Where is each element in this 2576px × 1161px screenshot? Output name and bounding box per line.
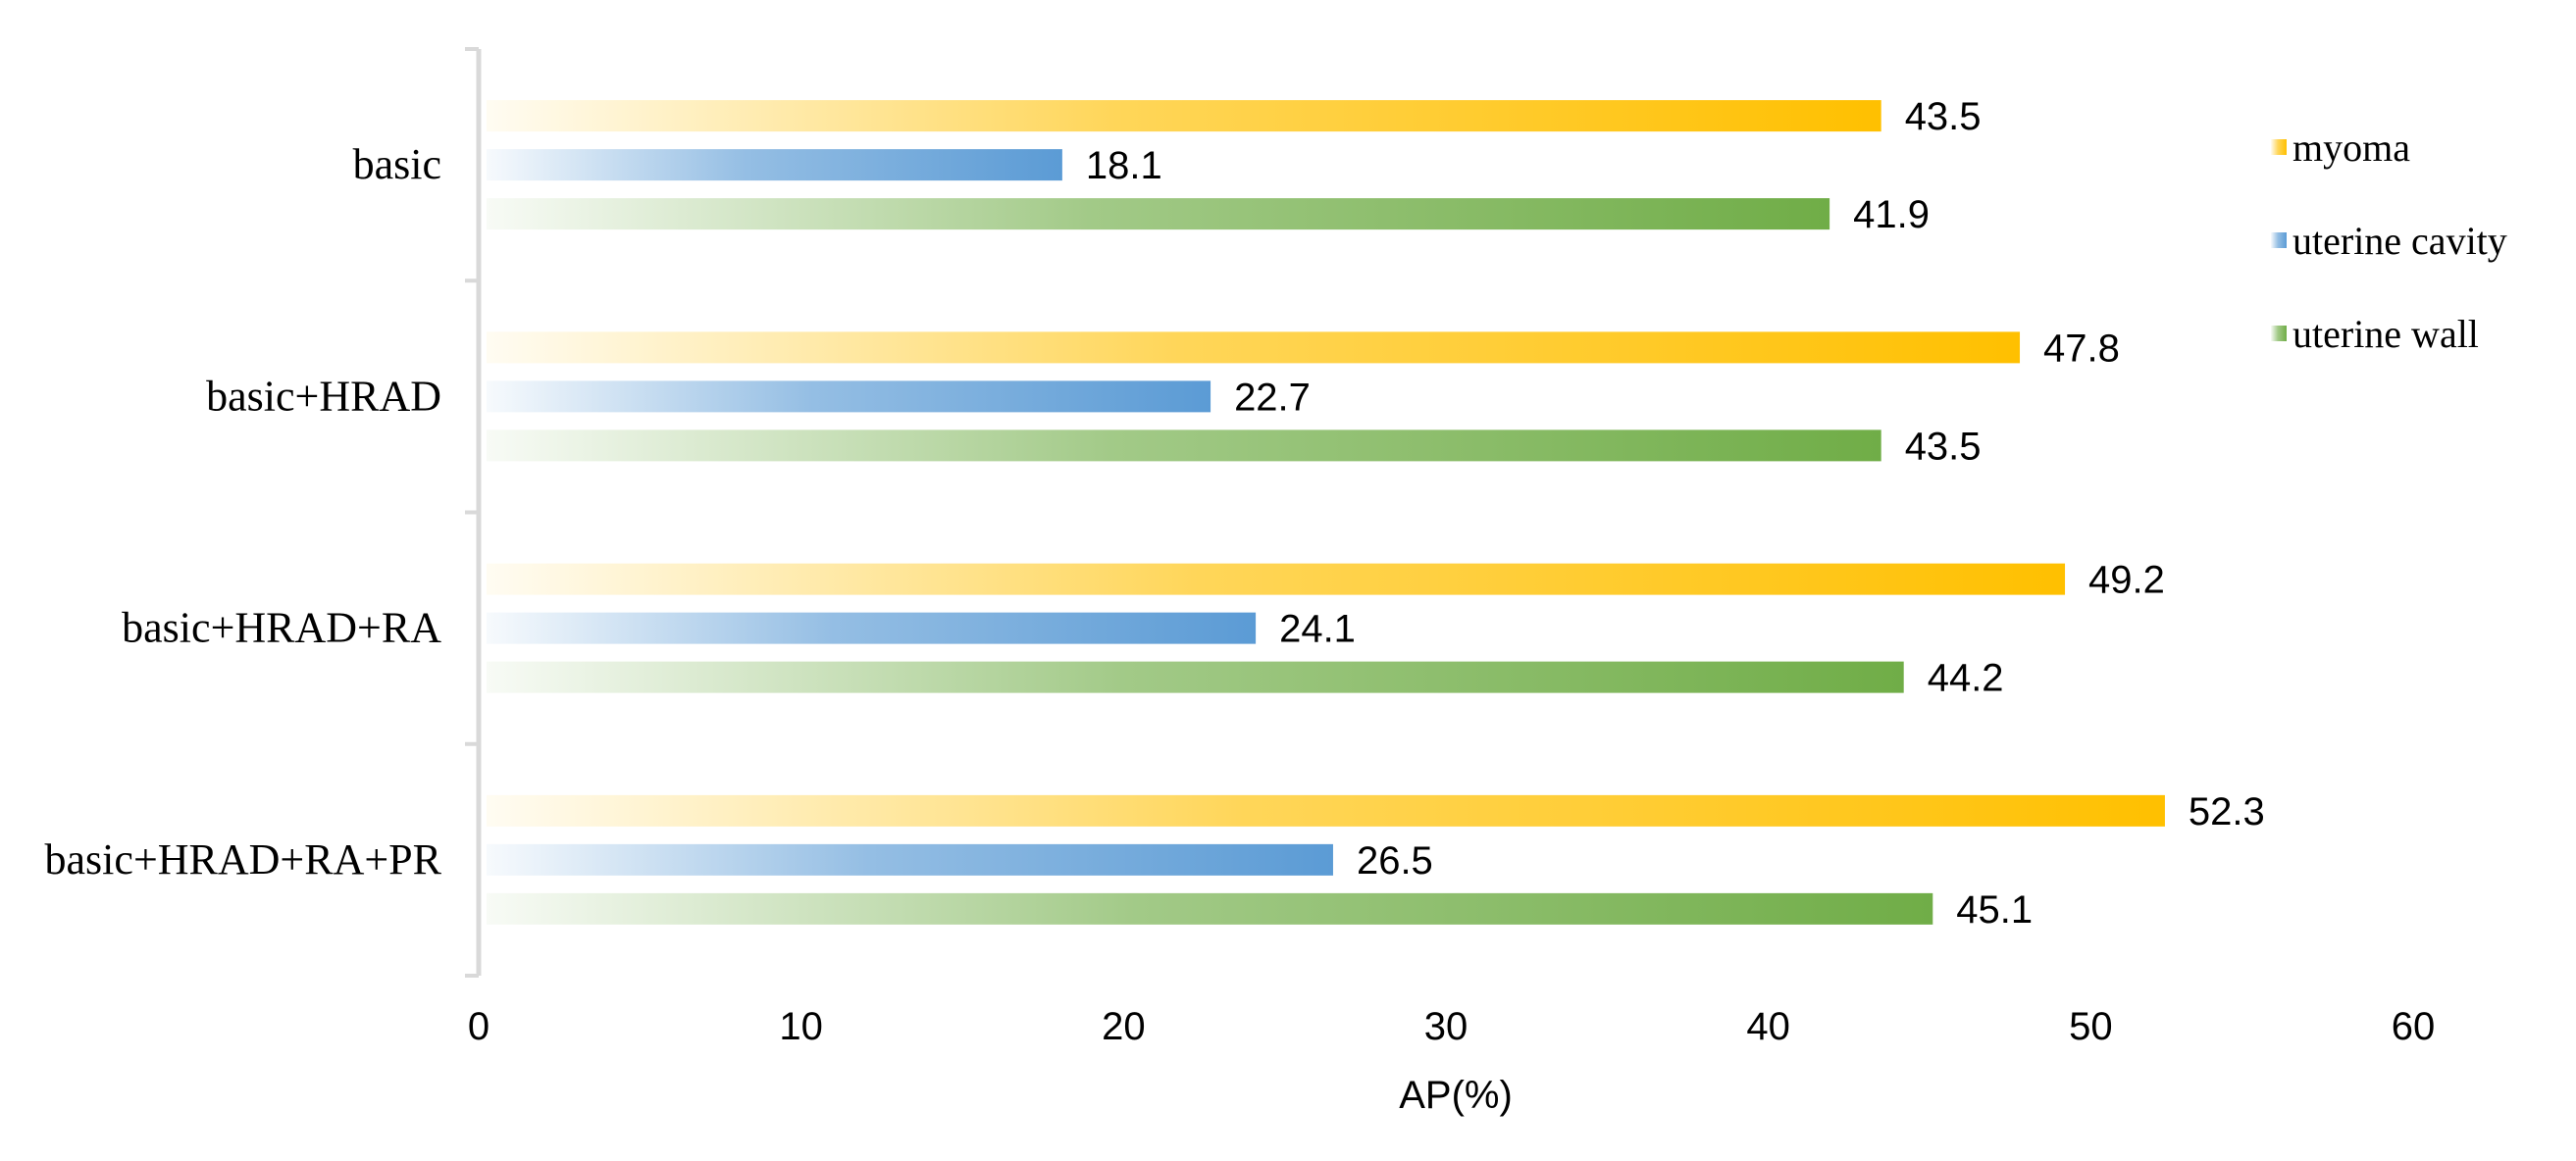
- category-label: basic+HRAD+RA: [122, 604, 441, 652]
- data-label: 26.5: [1357, 839, 1433, 883]
- bars: [487, 100, 2165, 925]
- labels: basic basic+HRAD basic+HRAD+RA basic+HRAD+R…: [45, 95, 2436, 1117]
- data-label: 24.1: [1279, 608, 1356, 651]
- category-label: basic+HRAD: [206, 372, 441, 420]
- data-label: 22.7: [1234, 376, 1311, 419]
- legend-label: uterine wall: [2293, 312, 2479, 356]
- legend-label: myoma: [2293, 126, 2410, 170]
- bar-myoma-0: [487, 100, 1881, 132]
- bar-myoma-2: [487, 563, 2066, 595]
- bar-myoma-1: [487, 331, 2021, 364]
- data-label: 45.1: [1956, 888, 2033, 932]
- data-label: 41.9: [1853, 193, 1930, 236]
- data-label: 44.2: [1928, 657, 2004, 700]
- data-label: 49.2: [2088, 559, 2165, 602]
- bar-uterine-cavity-3: [487, 843, 1333, 876]
- data-label: 18.1: [1086, 144, 1162, 187]
- bar-uterine-cavity-2: [487, 612, 1257, 644]
- legend-swatch: [2271, 326, 2287, 341]
- bar-uterine-cavity-0: [487, 149, 1062, 181]
- legend-swatch: [2271, 139, 2287, 155]
- x-tick-label: 10: [779, 1005, 823, 1048]
- x-tick-label: 60: [2392, 1005, 2436, 1048]
- x-tick-label: 20: [1102, 1005, 1146, 1048]
- bar-uterine-wall-2: [487, 661, 1904, 693]
- bar-myoma-3: [487, 794, 2165, 827]
- data-label: 43.5: [1905, 425, 1982, 468]
- category-label: basic+HRAD+RA+PR: [45, 835, 442, 883]
- legend-swatch: [2271, 232, 2287, 248]
- category-label: basic: [353, 140, 441, 188]
- data-label: 52.3: [2189, 790, 2265, 833]
- x-tick-label: 30: [1424, 1005, 1468, 1048]
- x-axis-title: AP(%): [1399, 1074, 1513, 1117]
- x-tick-label: 0: [468, 1005, 489, 1048]
- data-label: 47.8: [2043, 327, 2120, 370]
- bar-uterine-wall-3: [487, 892, 1933, 925]
- x-tick-label: 50: [2069, 1005, 2113, 1048]
- x-tick-label: 40: [1746, 1005, 1790, 1048]
- axes: [465, 47, 482, 978]
- data-label: 43.5: [1905, 95, 1982, 138]
- legend-label: uterine cavity: [2293, 219, 2507, 263]
- bar-uterine-wall-1: [487, 429, 1881, 462]
- bar-uterine-wall-0: [487, 198, 1830, 230]
- legend: myoma uterine cavity uterine wall: [2271, 126, 2507, 356]
- bar-uterine-cavity-1: [487, 380, 1211, 413]
